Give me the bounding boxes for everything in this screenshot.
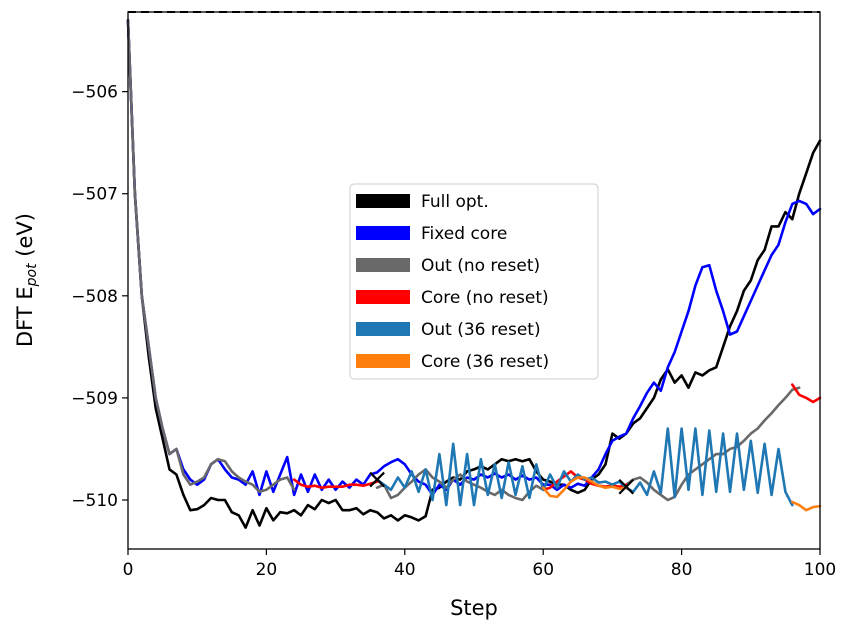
y-tick-label-3: −509: [71, 389, 118, 409]
legend: Full opt. Fixed core Out (no reset) Core (n…: [349, 183, 599, 380]
series-line-3-segment-0: [292, 478, 379, 490]
series-line-0-segment-0: [126, 18, 822, 529]
x-tick-label-0: 0: [123, 560, 134, 580]
y-axis-label: DFT Epot (eV): [13, 213, 40, 347]
tick-layer: 0 20 40 60 80 100 −506 −507 −508 −509 −510: [71, 83, 836, 580]
legend-swatch-1: [356, 226, 410, 240]
y-tick-label-0: −506: [71, 83, 118, 103]
x-marker-0: [369, 471, 385, 488]
x-marker-1: [618, 478, 635, 495]
marker-layer: [369, 471, 635, 495]
legend-label-5: Core (36 reset): [421, 352, 549, 372]
legend-label-1: Fixed core: [421, 224, 507, 244]
series-line-4-segment-0: [375, 427, 794, 507]
legend-box: [349, 183, 599, 380]
series-line-5-segment-0: [541, 476, 628, 499]
legend-label-2: Out (no reset): [421, 256, 540, 276]
legend-swatch-0: [356, 194, 410, 208]
legend-label-4: Out (36 reset): [421, 320, 541, 340]
legend-swatch-2: [356, 258, 410, 272]
x-tick-label-5: 100: [804, 560, 836, 580]
x-tick-label-3: 60: [532, 560, 554, 580]
series-line-3-segment-2: [790, 383, 822, 404]
x-tick-label-1: 20: [256, 560, 278, 580]
y-axis-label-subscript: pot: [24, 263, 40, 287]
legend-swatch-3: [356, 290, 410, 304]
series-line-2-segment-0: [126, 18, 296, 494]
y-tick-label-4: −510: [71, 491, 118, 511]
x-tick-label-4: 80: [671, 560, 693, 580]
legend-swatch-5: [356, 354, 410, 368]
legend-swatch-4: [356, 322, 410, 336]
plot-frame: [127, 11, 821, 550]
x-axis-label: Step: [450, 596, 498, 620]
series-line-1-segment-0: [126, 18, 822, 497]
legend-label-3: Core (no reset): [421, 288, 549, 308]
y-axis-label-unit: (eV): [13, 213, 37, 263]
y-tick-label-2: −508: [71, 287, 118, 307]
legend-label-0: Full opt.: [421, 192, 489, 212]
series-line-5-segment-1: [790, 500, 822, 512]
y-axis-label-main: DFT E: [13, 286, 37, 347]
x-tick-label-2: 40: [394, 560, 416, 580]
series-layer: [126, 18, 822, 529]
y-tick-label-1: −507: [71, 185, 118, 205]
